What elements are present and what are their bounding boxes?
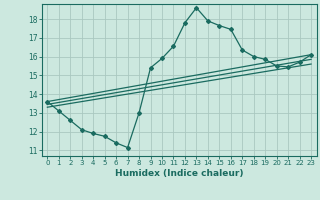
X-axis label: Humidex (Indice chaleur): Humidex (Indice chaleur) [115,169,244,178]
